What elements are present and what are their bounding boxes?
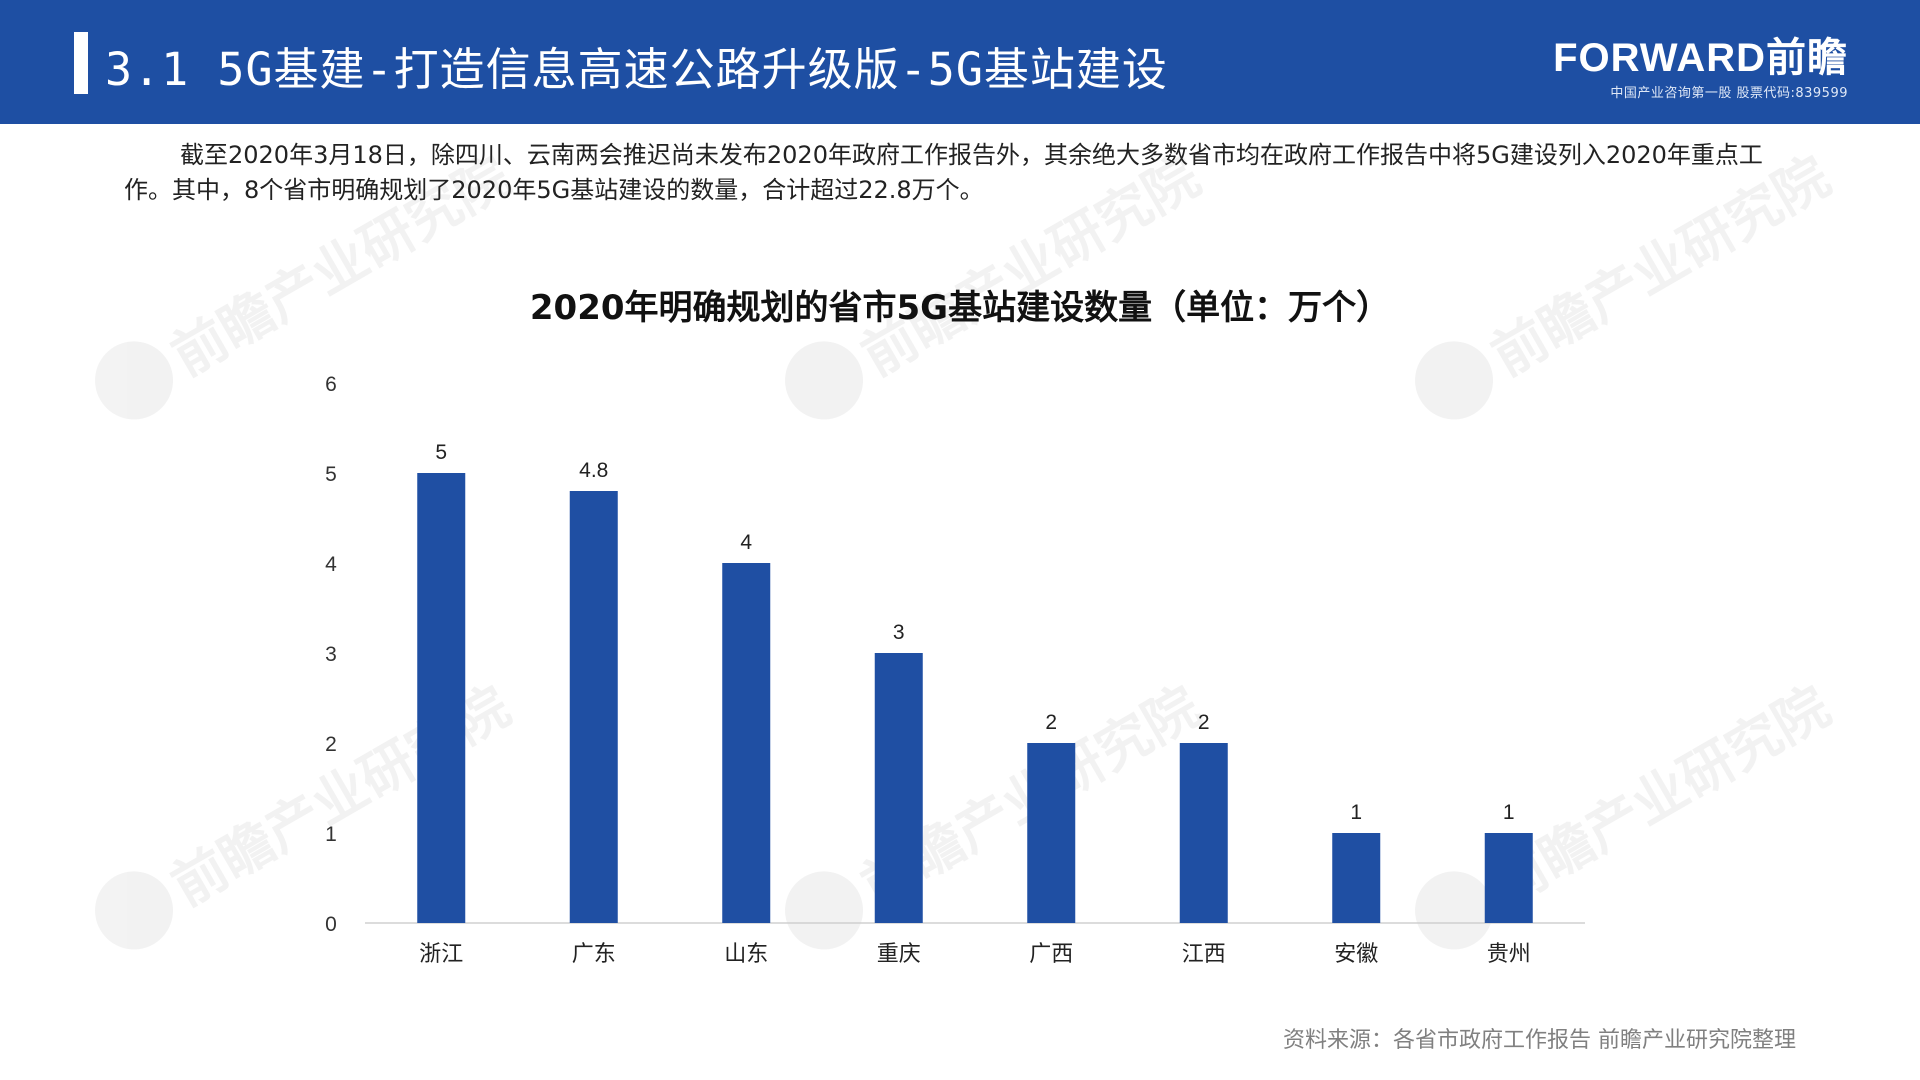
x-tick-label: 广东 <box>572 942 616 967</box>
data-label: 1 <box>1350 801 1362 824</box>
x-tick-label: 江西 <box>1182 942 1226 967</box>
y-tick-label: 2 <box>325 733 337 756</box>
bar <box>1332 833 1381 923</box>
x-tick-label: 重庆 <box>877 942 921 967</box>
brand: FORWARD前瞻 中国产业咨询第一股 股票代码:839599 <box>1553 36 1848 101</box>
data-label: 4.8 <box>579 459 608 482</box>
bar <box>874 653 923 923</box>
y-tick-label: 3 <box>325 643 337 666</box>
source-note: 资料来源：各省市政府工作报告 前瞻产业研究院整理 <box>1283 1028 1796 1053</box>
x-tick-label: 山东 <box>724 942 768 967</box>
bar <box>722 563 771 923</box>
page-title: 3.1 5G基建-打造信息高速公路升级版-5G基站建设 <box>105 43 1168 96</box>
bar <box>1179 743 1228 923</box>
data-label: 2 <box>1045 711 1057 734</box>
data-label: 5 <box>435 441 447 464</box>
data-label: 3 <box>893 621 905 644</box>
x-tick-label: 广西 <box>1029 942 1073 967</box>
data-label: 1 <box>1503 801 1515 824</box>
chart-title: 2020年明确规划的省市5G基站建设数量（单位：万个） <box>529 288 1391 328</box>
bar <box>417 473 466 923</box>
y-tick-label: 4 <box>325 553 337 576</box>
intro-paragraph: 截至2020年3月18日，除四川、云南两会推迟尚未发布2020年政府工作报告外，… <box>124 141 1763 204</box>
data-label: 4 <box>740 531 752 554</box>
brand-logo: FORWARD前瞻 <box>1553 36 1848 80</box>
y-tick-label: 1 <box>325 823 337 846</box>
brand-tagline: 中国产业咨询第一股 股票代码:839599 <box>1610 86 1848 101</box>
data-label: 2 <box>1198 711 1210 734</box>
x-tick-label: 贵州 <box>1487 942 1531 967</box>
x-tick-label: 安徽 <box>1334 942 1378 967</box>
bar <box>569 491 618 923</box>
y-tick-label: 0 <box>325 913 337 936</box>
y-tick-label: 5 <box>325 463 337 486</box>
x-tick-label: 浙江 <box>419 942 463 967</box>
header: 3.1 5G基建-打造信息高速公路升级版-5G基站建设 FORWARD前瞻 中国… <box>0 0 1920 124</box>
bar <box>1484 833 1533 923</box>
bar <box>1027 743 1076 923</box>
title-accent-bar <box>74 32 88 94</box>
y-tick-label: 6 <box>325 373 337 396</box>
